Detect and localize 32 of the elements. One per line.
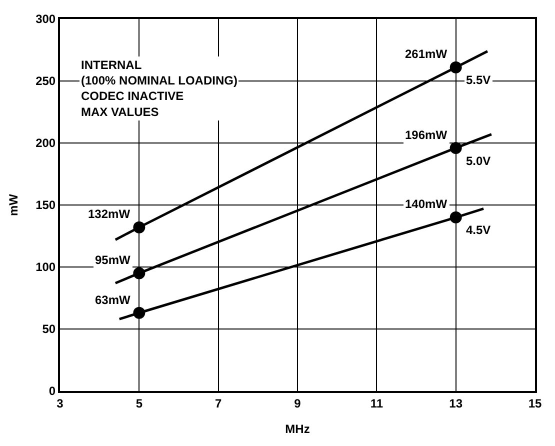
point	[133, 267, 146, 280]
data-label: 132mW	[88, 207, 131, 221]
series-label: 5.5V	[466, 73, 491, 87]
y-tick-label: 0	[48, 384, 56, 398]
y-tick-label: 100	[36, 260, 56, 274]
x-tick-label: 11	[370, 396, 384, 410]
data-label: 63mW	[95, 293, 132, 307]
series-label: 5.0V	[466, 154, 491, 168]
annotation: INTERNAL (100% NOMINAL LOADING) CODEC INACTIVE MAX VALUES	[81, 58, 238, 119]
x-tick-label: 9	[294, 396, 302, 410]
point	[450, 61, 462, 74]
x-axis-title: MHz	[285, 422, 310, 436]
data-label: 95mW	[95, 253, 132, 267]
y-axis-title: mW	[6, 193, 20, 216]
point	[450, 142, 462, 154]
data-label: 261mW	[405, 47, 448, 61]
data-label: 196mW	[405, 128, 448, 142]
x-tick-label: 7	[214, 396, 222, 410]
series-label: 4.5V	[466, 223, 491, 237]
y-tick-label: 300	[36, 12, 56, 26]
x-tick-label: 15	[528, 396, 542, 410]
point	[133, 306, 146, 319]
y-tick-label: 200	[36, 136, 56, 150]
x-tick-label: 5	[136, 396, 143, 410]
x-tick-label: 3	[56, 396, 64, 410]
data-label: 140mW	[405, 197, 448, 211]
y-tick-label: 150	[36, 198, 56, 212]
y-tick-label: 250	[36, 74, 56, 88]
point	[450, 211, 462, 224]
y-tick-label: 50	[42, 322, 56, 336]
x-tick-label: 13	[449, 396, 463, 410]
point	[133, 221, 146, 234]
